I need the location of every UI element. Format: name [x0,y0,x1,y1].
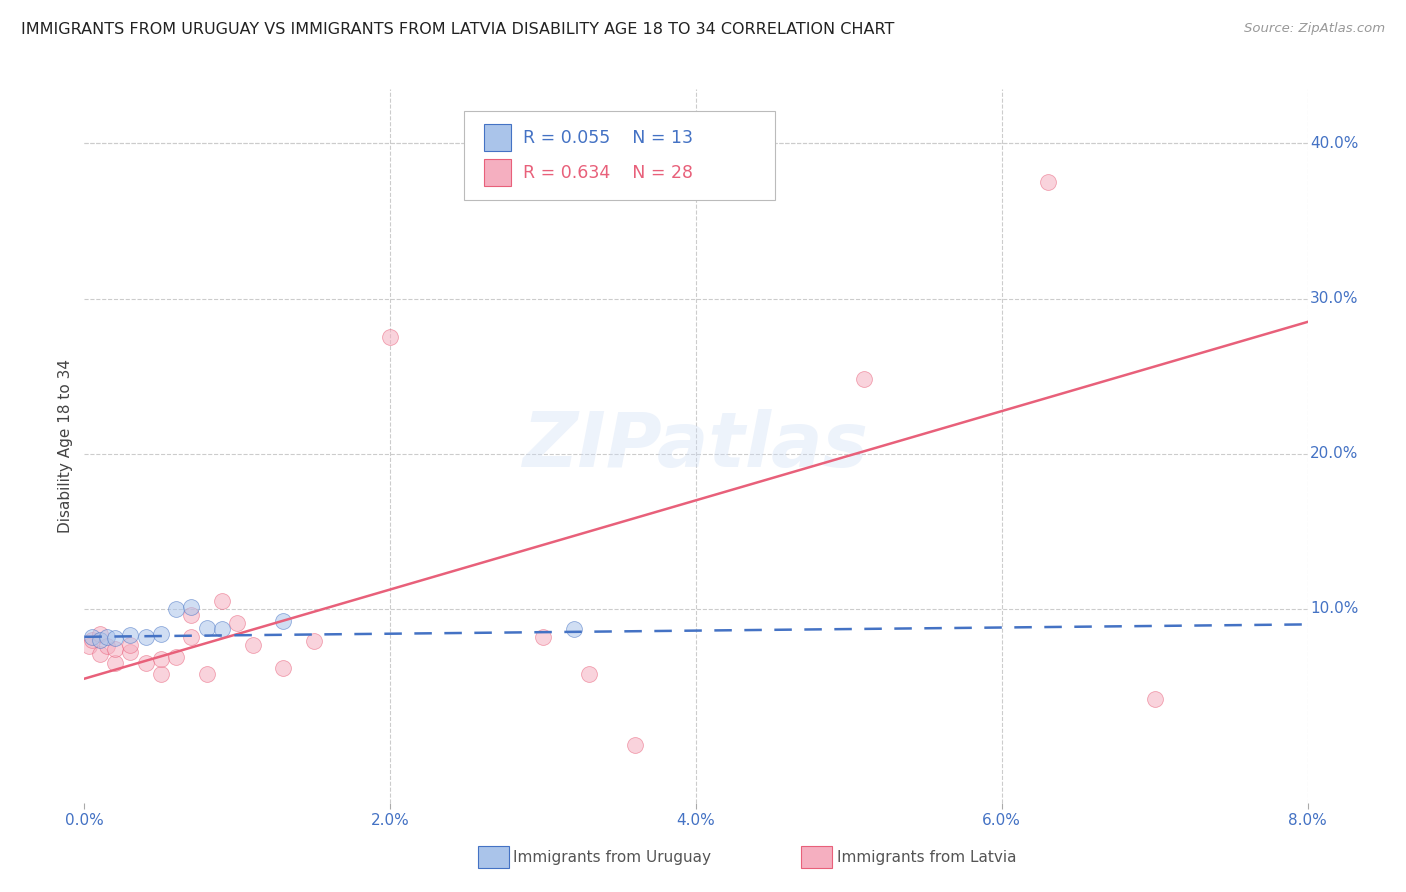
Text: Source: ZipAtlas.com: Source: ZipAtlas.com [1244,22,1385,36]
Point [180,630,202,644]
Point [149,651,172,665]
Point [624,739,647,753]
Point [80,630,103,644]
Point [226,615,249,630]
Point [77,639,100,653]
Point [531,630,554,644]
Point [165,650,187,665]
Point [271,615,294,629]
Y-axis label: Disability Age 18 to 34: Disability Age 18 to 34 [58,359,73,533]
Point [89,647,111,661]
Point [120,628,142,642]
Text: R = 0.055    N = 13: R = 0.055 N = 13 [523,128,693,146]
Point [853,372,876,386]
Point [104,632,127,646]
Point [96,630,118,644]
Point [578,667,600,681]
Point [120,638,142,652]
Point [104,656,127,670]
Point [1143,691,1166,706]
Bar [484,159,512,186]
Point [135,656,157,670]
Text: 20.0%: 20.0% [1310,446,1358,461]
Text: Immigrants from Uruguay: Immigrants from Uruguay [513,850,711,864]
Point [149,667,172,681]
Text: 40.0%: 40.0% [1310,136,1358,151]
Point [242,638,264,652]
Text: IMMIGRANTS FROM URUGUAY VS IMMIGRANTS FROM LATVIA DISABILITY AGE 18 TO 34 CORREL: IMMIGRANTS FROM URUGUAY VS IMMIGRANTS FR… [21,22,894,37]
Point [562,622,585,636]
Text: R = 0.634    N = 28: R = 0.634 N = 28 [523,164,693,182]
Point [89,626,111,640]
Point [135,630,157,644]
Point [80,632,103,647]
Point [165,602,187,616]
Point [211,622,233,636]
Point [195,667,218,681]
Point [149,626,172,640]
Point [180,600,202,615]
Point [89,632,111,647]
Text: Immigrants from Latvia: Immigrants from Latvia [837,850,1017,864]
Point [120,645,142,659]
Text: 30.0%: 30.0% [1310,291,1358,306]
Text: 10.0%: 10.0% [1310,601,1358,616]
Point [211,594,233,608]
Point [96,639,118,653]
Bar [484,124,512,152]
Point [104,642,127,657]
Point [195,620,218,634]
Point [180,608,202,623]
Text: ZIPatlas: ZIPatlas [523,409,869,483]
Point [302,634,325,648]
Point [1036,175,1059,189]
FancyBboxPatch shape [464,111,776,200]
Point [380,330,402,344]
Point [271,661,294,675]
